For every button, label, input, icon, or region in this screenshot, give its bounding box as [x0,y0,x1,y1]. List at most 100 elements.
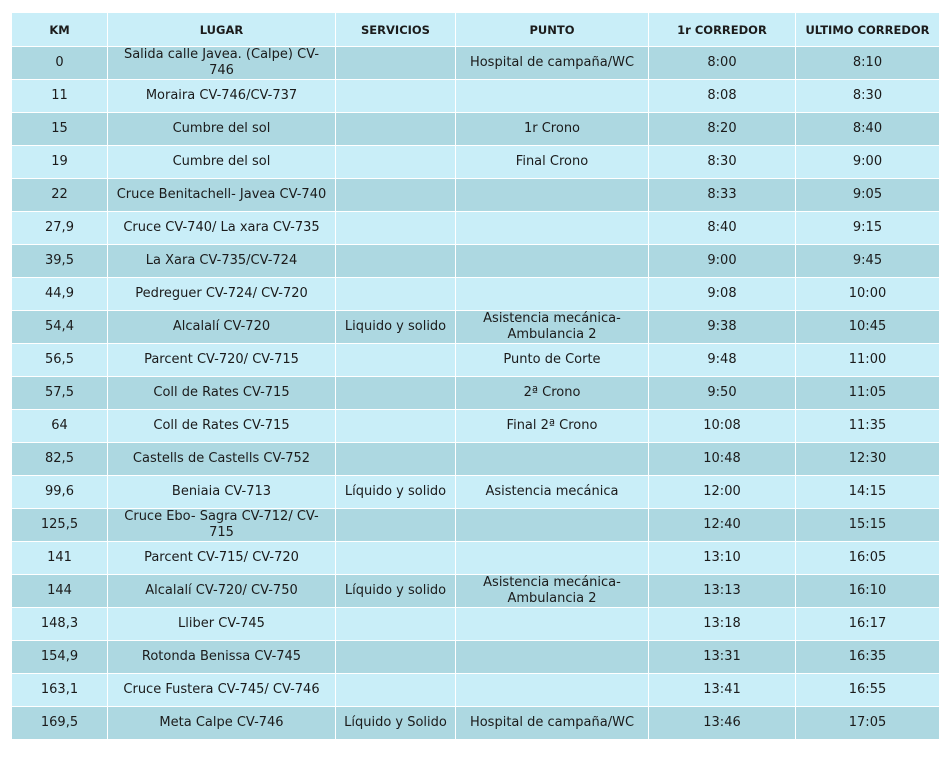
table-row: 125,5 Cruce Ebo- Sagra CV-712/ CV-715 12:4… [11,508,940,542]
cell-lugar: Cruce Ebo- Sagra CV-712/ CV-715 [107,508,336,542]
table-row: 0 Salida calle Javea. (Calpe) CV-746 Hospi… [11,46,940,80]
header-last-rider: ULTIMO CORREDOR [795,12,940,47]
cell-punto: Asistencia mecánica- Ambulancia 2 [455,574,649,608]
cell-punto: Final Crono [455,145,649,179]
cell-first-rider: 8:00 [648,46,796,80]
cell-first-rider: 8:08 [648,79,796,113]
cell-punto: Final 2ª Crono [455,409,649,443]
table-row: 11 Moraira CV-746/CV-737 8:08 8:30 [11,79,940,113]
cell-km: 19 [11,145,108,179]
cell-last-rider: 16:05 [795,541,940,575]
cell-lugar: Salida calle Javea. (Calpe) CV-746 [107,46,336,80]
cell-km: 82,5 [11,442,108,476]
table-row: 141 Parcent CV-715/ CV-720 13:10 16:05 [11,541,940,575]
cell-lugar: Moraira CV-746/CV-737 [107,79,336,113]
cell-punto: 1r Crono [455,112,649,146]
cell-lugar: Castells de Castells CV-752 [107,442,336,476]
cell-km: 154,9 [11,640,108,674]
cell-punto [455,79,649,113]
cell-lugar: Coll de Rates CV-715 [107,376,336,410]
cell-servicios [335,640,456,674]
cell-lugar: Cruce Fustera CV-745/ CV-746 [107,673,336,707]
cell-last-rider: 16:55 [795,673,940,707]
cell-punto [455,178,649,212]
cell-first-rider: 13:18 [648,607,796,641]
cell-km: 44,9 [11,277,108,311]
cell-km: 11 [11,79,108,113]
cell-last-rider: 16:10 [795,574,940,608]
cell-km: 0 [11,46,108,80]
header-servicios: SERVICIOS [335,12,456,47]
cell-lugar: Parcent CV-715/ CV-720 [107,541,336,575]
cell-lugar: Cruce Benitachell- Javea CV-740 [107,178,336,212]
cell-last-rider: 17:05 [795,706,940,740]
cell-km: 27,9 [11,211,108,245]
cell-lugar: Cruce CV-740/ La xara CV-735 [107,211,336,245]
cell-last-rider: 9:45 [795,244,940,278]
cell-servicios [335,46,456,80]
cell-servicios [335,145,456,179]
cell-km: 141 [11,541,108,575]
timetable-body: 0 Salida calle Javea. (Calpe) CV-746 Hospi… [11,46,940,740]
cell-punto: Hospital de campaña/WC [455,46,649,80]
cell-servicios [335,343,456,377]
cell-km: 99,6 [11,475,108,509]
cell-lugar: Alcalalí CV-720 [107,310,336,344]
route-timetable: KM LUGAR SERVICIOS PUNTO 1r CORREDOR ULT… [11,12,940,740]
cell-first-rider: 13:46 [648,706,796,740]
cell-km: 125,5 [11,508,108,542]
cell-last-rider: 11:05 [795,376,940,410]
cell-servicios [335,211,456,245]
cell-last-rider: 14:15 [795,475,940,509]
cell-servicios [335,508,456,542]
cell-punto: 2ª Crono [455,376,649,410]
cell-first-rider: 8:30 [648,145,796,179]
cell-first-rider: 10:08 [648,409,796,443]
cell-punto [455,673,649,707]
cell-servicios [335,112,456,146]
table-row: 19 Cumbre del sol Final Crono 8:30 9:00 [11,145,940,179]
table-row: 144 Alcalalí CV-720/ CV-750 Líquido y soli… [11,574,940,608]
header-first-rider: 1r CORREDOR [648,12,796,47]
cell-lugar: Pedreguer CV-724/ CV-720 [107,277,336,311]
cell-first-rider: 13:31 [648,640,796,674]
cell-punto [455,607,649,641]
cell-first-rider: 13:13 [648,574,796,608]
table-row: 44,9 Pedreguer CV-724/ CV-720 9:08 10:00 [11,277,940,311]
cell-punto [455,211,649,245]
cell-servicios: Líquido y solido [335,574,456,608]
cell-km: 22 [11,178,108,212]
cell-km: 148,3 [11,607,108,641]
cell-first-rider: 8:20 [648,112,796,146]
cell-last-rider: 8:10 [795,46,940,80]
table-row: 163,1 Cruce Fustera CV-745/ CV-746 13:41 16… [11,673,940,707]
cell-last-rider: 9:00 [795,145,940,179]
header-punto: PUNTO [455,12,649,47]
cell-first-rider: 8:40 [648,211,796,245]
cell-lugar: Alcalalí CV-720/ CV-750 [107,574,336,608]
table-row: 22 Cruce Benitachell- Javea CV-740 8:33 9:0… [11,178,940,212]
cell-servicios [335,376,456,410]
cell-punto [455,277,649,311]
header-km: KM [11,12,108,47]
cell-km: 57,5 [11,376,108,410]
cell-punto [455,442,649,476]
cell-punto [455,508,649,542]
cell-lugar: Parcent CV-720/ CV-715 [107,343,336,377]
table-row: 64 Coll de Rates CV-715 Final 2ª Crono 10:0… [11,409,940,443]
cell-lugar: Coll de Rates CV-715 [107,409,336,443]
cell-servicios [335,673,456,707]
cell-lugar: Cumbre del sol [107,145,336,179]
cell-last-rider: 12:30 [795,442,940,476]
cell-last-rider: 8:40 [795,112,940,146]
cell-last-rider: 11:35 [795,409,940,443]
cell-servicios: Líquido y Solido [335,706,456,740]
cell-punto [455,541,649,575]
cell-lugar: Cumbre del sol [107,112,336,146]
cell-lugar: La Xara CV-735/CV-724 [107,244,336,278]
cell-first-rider: 10:48 [648,442,796,476]
table-row: 56,5 Parcent CV-720/ CV-715 Punto de Corte… [11,343,940,377]
cell-punto [455,640,649,674]
cell-km: 56,5 [11,343,108,377]
cell-first-rider: 12:40 [648,508,796,542]
